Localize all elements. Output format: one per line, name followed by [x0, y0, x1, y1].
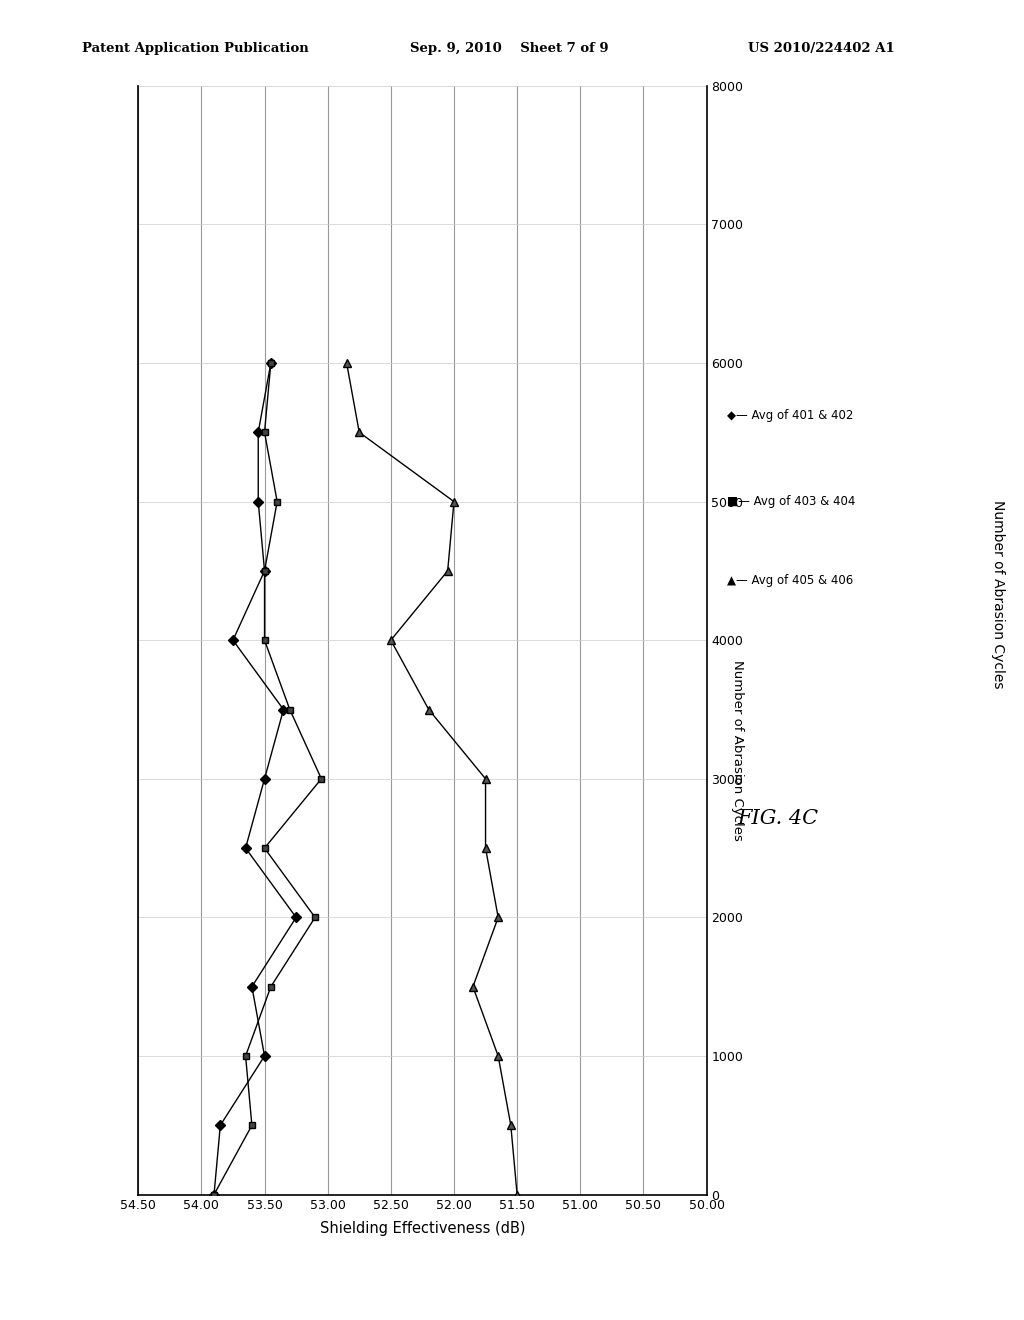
- Text: Patent Application Publication: Patent Application Publication: [82, 42, 308, 55]
- Text: US 2010/224402 A1: US 2010/224402 A1: [748, 42, 894, 55]
- Text: ▲— Avg of 405 & 406: ▲— Avg of 405 & 406: [727, 574, 853, 587]
- X-axis label: Shielding Effectiveness (dB): Shielding Effectiveness (dB): [319, 1221, 525, 1236]
- Text: Sep. 9, 2010    Sheet 7 of 9: Sep. 9, 2010 Sheet 7 of 9: [410, 42, 608, 55]
- Text: FIG. 4C: FIG. 4C: [737, 809, 819, 828]
- Text: Number of Abrasion Cycles: Number of Abrasion Cycles: [731, 660, 743, 841]
- Text: Number of Abrasion Cycles: Number of Abrasion Cycles: [991, 500, 1006, 688]
- Text: ◆— Avg of 401 & 402: ◆— Avg of 401 & 402: [727, 409, 853, 422]
- Text: ■— Avg of 403 & 404: ■— Avg of 403 & 404: [727, 495, 855, 508]
